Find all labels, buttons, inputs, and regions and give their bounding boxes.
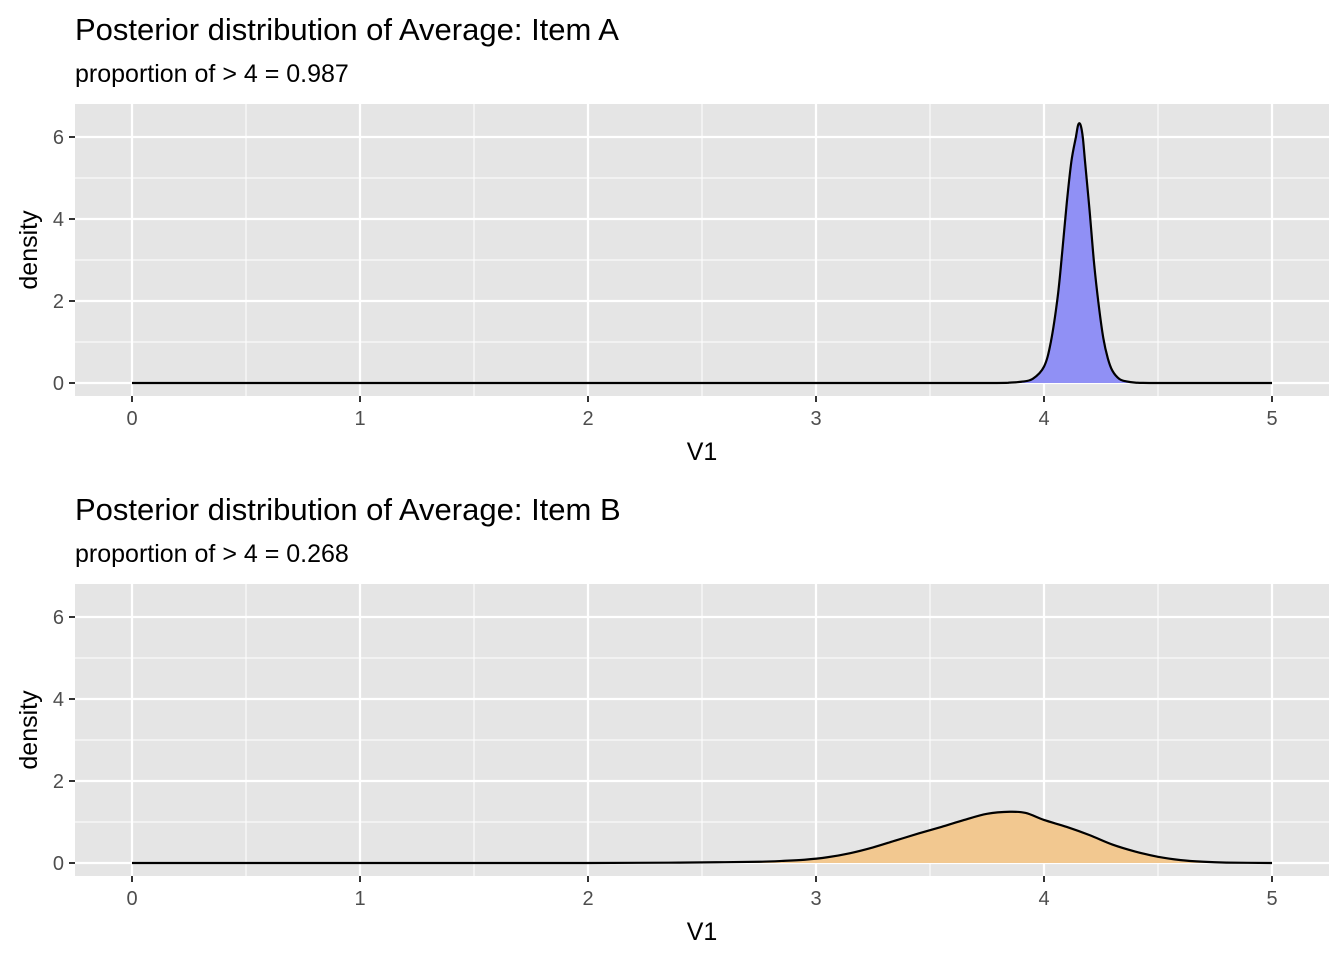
y-tick-label: 6 bbox=[53, 127, 64, 149]
x-tick-label: 3 bbox=[810, 888, 821, 910]
y-tick-label: 6 bbox=[53, 607, 64, 629]
x-tick-label: 0 bbox=[126, 888, 137, 910]
x-tick-label: 4 bbox=[1038, 408, 1049, 430]
y-axis-title: density bbox=[15, 210, 43, 290]
x-tick-label: 3 bbox=[810, 408, 821, 430]
y-tick-label: 2 bbox=[53, 771, 64, 793]
panel-item-a: Posterior distribution of Average: Item … bbox=[15, 12, 1329, 466]
x-axis: 0 1 2 3 4 5 bbox=[126, 396, 1278, 430]
x-axis: 0 1 2 3 4 5 bbox=[126, 876, 1278, 910]
x-tick-label: 1 bbox=[354, 888, 365, 910]
x-tick-label: 2 bbox=[582, 888, 593, 910]
density-line bbox=[132, 810, 1273, 865]
panel-item-b: Posterior distribution of Average: Item … bbox=[15, 492, 1329, 946]
y-tick-label: 4 bbox=[53, 209, 64, 231]
chart-title: Posterior distribution of Average: Item … bbox=[75, 492, 621, 527]
y-tick-label: 0 bbox=[53, 853, 64, 875]
x-tick-label: 0 bbox=[126, 408, 137, 430]
x-tick-label: 1 bbox=[354, 408, 365, 430]
density-area bbox=[132, 811, 1272, 863]
x-tick-label: 4 bbox=[1038, 888, 1049, 910]
chart-subtitle: proportion of > 4 = 0.268 bbox=[75, 540, 349, 568]
chart-title: Posterior distribution of Average: Item … bbox=[75, 12, 619, 47]
x-tick-label: 5 bbox=[1266, 888, 1277, 910]
y-tick-label: 0 bbox=[53, 373, 64, 395]
y-axis-title: density bbox=[15, 690, 43, 770]
y-axis: 0 2 4 6 bbox=[53, 127, 75, 395]
y-tick-label: 4 bbox=[53, 689, 64, 711]
x-axis-title: V1 bbox=[687, 438, 718, 466]
y-axis: 0 2 4 6 bbox=[53, 607, 75, 875]
chart-subtitle: proportion of > 4 = 0.987 bbox=[75, 60, 349, 88]
x-tick-label: 2 bbox=[582, 408, 593, 430]
density-line bbox=[132, 122, 1272, 385]
x-axis-title: V1 bbox=[687, 918, 718, 946]
x-tick-label: 5 bbox=[1266, 408, 1277, 430]
y-tick-label: 2 bbox=[53, 291, 64, 313]
